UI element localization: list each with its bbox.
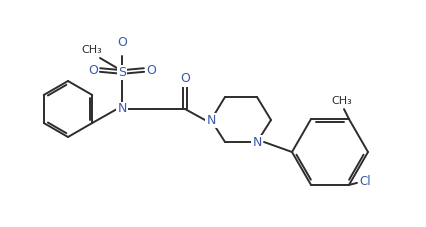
Text: N: N <box>252 136 262 148</box>
Text: CH₃: CH₃ <box>331 96 352 106</box>
Text: CH₃: CH₃ <box>82 45 102 55</box>
Text: O: O <box>146 64 156 76</box>
Text: O: O <box>88 64 98 76</box>
Text: N: N <box>117 103 127 116</box>
Text: O: O <box>117 37 127 49</box>
Text: Cl: Cl <box>359 175 371 188</box>
Text: O: O <box>180 72 190 86</box>
Text: N: N <box>206 114 216 126</box>
Text: S: S <box>118 66 126 79</box>
